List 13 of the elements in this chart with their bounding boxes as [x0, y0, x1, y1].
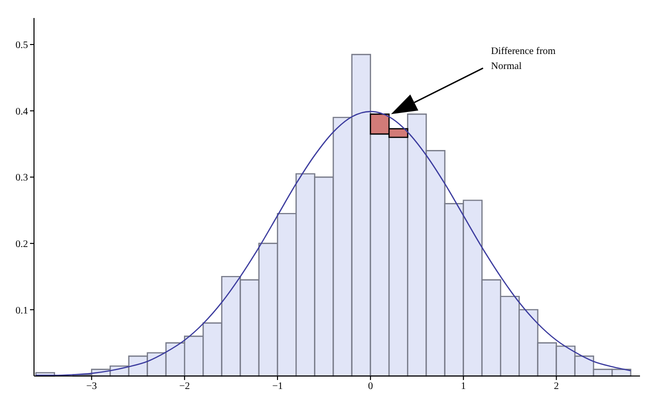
- x-tick-label: −1: [272, 381, 283, 392]
- x-tick-label: 1: [460, 381, 466, 392]
- y-tick-label: 0.3: [16, 172, 28, 184]
- y-tick-label: 0.5: [16, 40, 28, 52]
- y-tick-label: 0.4: [16, 106, 28, 118]
- x-tick-label: 2: [554, 381, 559, 392]
- x-tick-label: −3: [86, 381, 97, 392]
- y-tick-label: 0.1: [16, 305, 28, 316]
- line-series: [35, 110, 632, 376]
- annotation: Difference from Normal: [491, 45, 557, 74]
- y-tick-label: 0.2: [16, 238, 28, 250]
- x-tick-label: 0: [368, 381, 373, 392]
- x-tick-label: −2: [179, 381, 190, 392]
